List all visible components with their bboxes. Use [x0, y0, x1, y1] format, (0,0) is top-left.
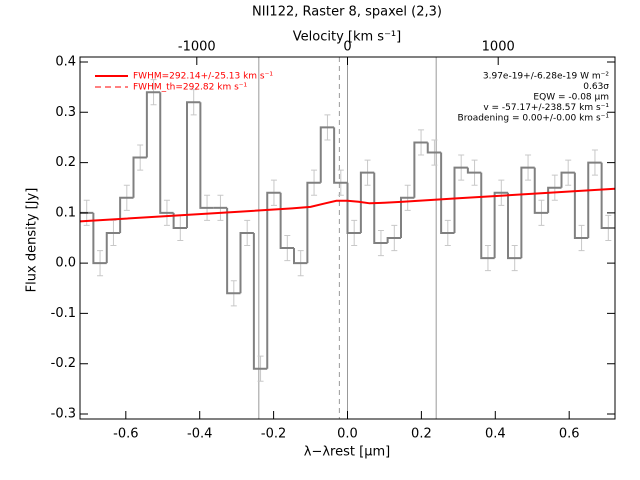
histogram-step [480, 172, 495, 260]
annotation: Broadening = 0.00+/-0.00 km s⁻¹ [458, 114, 610, 124]
x-axis-label: λ−λrest [µm] [304, 445, 390, 460]
histogram-step [400, 196, 415, 238]
histogram-step [533, 167, 549, 214]
legend-label: FWHM=292.14+/-25.13 km s⁻¹ [133, 72, 273, 82]
histogram-step [226, 207, 241, 295]
histogram-step [426, 142, 442, 154]
x-tick-label: 0.6 [559, 427, 580, 442]
annotation: 3.97e-19+/-6.28e-19 W m⁻² [483, 72, 610, 82]
legend-label: FWHM_th=292.82 km s⁻¹ [133, 83, 248, 93]
x-tick-label: 0.4 [485, 427, 506, 442]
histogram-step [159, 92, 174, 214]
chart-title: NII122, Raster 8, spaxel (2,3) [252, 5, 442, 20]
histogram-step [520, 166, 535, 259]
y-tick-label: 0.4 [55, 55, 76, 70]
histogram-step [279, 192, 294, 250]
histogram-step [413, 141, 428, 198]
x-tick-label: -0.4 [187, 427, 212, 442]
histogram-step [119, 196, 134, 233]
x-tick-label: 0.0 [337, 427, 358, 442]
histogram-step [373, 172, 388, 245]
histogram-step [359, 171, 375, 233]
histogram-step [453, 166, 468, 233]
histogram-step [92, 212, 107, 265]
histogram-step [186, 101, 201, 228]
histogram-step [346, 182, 361, 234]
y-tick-label: -0.3 [51, 406, 76, 421]
histogram-step [493, 191, 508, 259]
histogram-step [573, 172, 589, 239]
y-tick-label: 0.2 [55, 155, 76, 170]
histogram-step [547, 186, 562, 213]
histogram-step [239, 231, 254, 294]
histogram-step [105, 231, 121, 264]
histogram-step [466, 167, 482, 174]
x2-axis-label: Velocity [km s⁻¹] [293, 30, 401, 45]
histogram-step [252, 232, 268, 370]
x2-tick-label: -1000 [178, 40, 216, 55]
histogram-step [306, 181, 321, 264]
fit-line [79, 187, 616, 223]
x-tick-label: -0.6 [113, 427, 138, 442]
y-tick-label: 0.1 [55, 205, 76, 220]
histogram-step [132, 156, 147, 198]
histogram-step [172, 212, 187, 229]
histogram-step [440, 152, 455, 234]
histogram-step [145, 91, 161, 158]
y-tick-label: -0.2 [51, 356, 76, 371]
histogram-step [600, 162, 615, 229]
histogram-step [266, 191, 281, 369]
y-axis-label: Flux density [Jy] [25, 188, 40, 293]
annotation: EQW = -0.08 µm [533, 93, 609, 103]
histogram-step [199, 102, 214, 209]
histogram-step [386, 237, 401, 244]
y-tick-label: 0.0 [55, 256, 76, 271]
x2-tick-label: 0 [343, 40, 351, 55]
histogram-step [293, 248, 308, 265]
y-tick-label: 0.3 [55, 105, 76, 120]
histogram-step [560, 171, 575, 188]
histogram-step [507, 192, 522, 260]
annotation: v = -57.17+/-238.57 km s⁻¹ [483, 103, 609, 113]
y-tick-label: -0.1 [51, 306, 76, 321]
x-tick-label: -0.2 [261, 427, 286, 442]
x-tick-label: 0.2 [411, 427, 432, 442]
histogram-step [319, 126, 335, 183]
annotation: 0.63σ [583, 82, 609, 92]
histogram-step [587, 161, 602, 238]
histogram-step [333, 127, 348, 184]
x2-tick-label: 1000 [482, 40, 515, 55]
